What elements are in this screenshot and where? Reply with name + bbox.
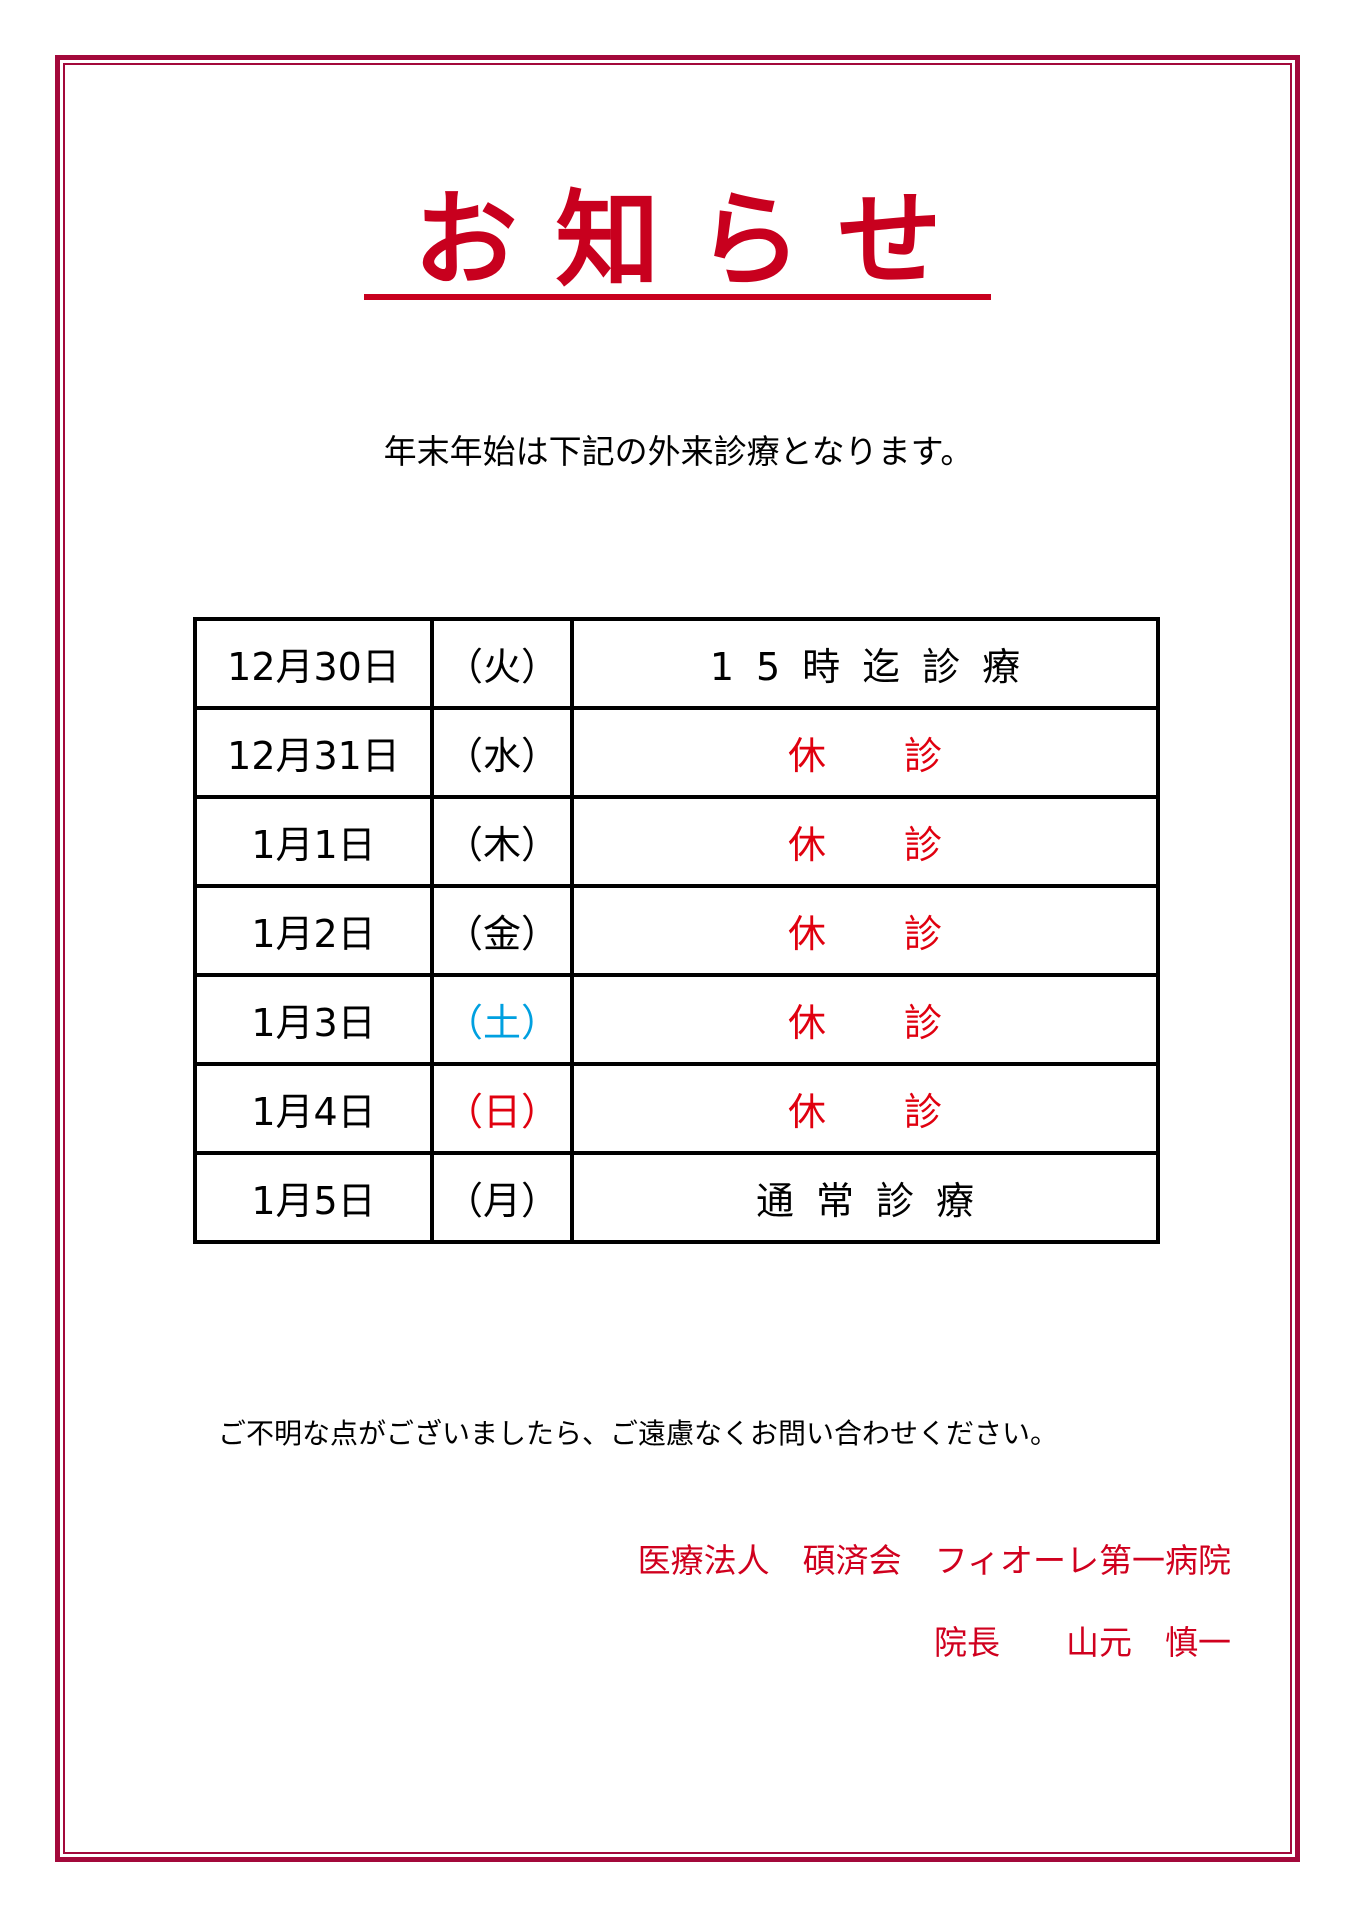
date-cell: 1月3日 (193, 973, 434, 1066)
status-cell: 休診 (570, 884, 1160, 977)
status-cell: 休診 (570, 706, 1160, 799)
date-cell: 1月4日 (193, 1062, 434, 1155)
weekday-cell: （土） (430, 973, 574, 1066)
status-cell: 休診 (570, 795, 1160, 888)
page-border-inner (63, 63, 1292, 1854)
weekday-cell: （日） (430, 1062, 574, 1155)
date-cell: 1月2日 (193, 884, 434, 977)
table-row: 1月5日 （月） 通常診療 (193, 1151, 1160, 1244)
date-cell: 12月30日 (193, 617, 434, 710)
table-row: 12月30日 （火） 15時迄診療 (193, 617, 1160, 710)
status-cell: 15時迄診療 (570, 617, 1160, 710)
notice-subtitle: 年末年始は下記の外来診療となります。 (383, 432, 974, 471)
table-row: 1月3日 （土） 休診 (193, 973, 1160, 1066)
date-cell: 1月1日 (193, 795, 434, 888)
weekday-cell: （水） (430, 706, 574, 799)
organization-name: 医療法人 碩済会 フィオーレ第一病院 (637, 1541, 1231, 1580)
date-cell: 1月5日 (193, 1151, 434, 1244)
closing-message: ご不明な点がございましたら、ご遠慮なくお問い合わせください。 (218, 1417, 1059, 1450)
page-border (55, 55, 1300, 1862)
date-cell: 12月31日 (193, 706, 434, 799)
weekday-cell: （火） (430, 617, 574, 710)
notice-title: お知らせ (413, 179, 980, 301)
weekday-cell: （木） (430, 795, 574, 888)
status-cell: 通常診療 (570, 1151, 1160, 1244)
schedule-table: 12月30日 （火） 15時迄診療 12月31日 （水） 休診 1月1日 （木） 休診 1月2日（… (193, 617, 1160, 1244)
table-row: 1月4日 （日） 休診 (193, 1062, 1160, 1155)
status-cell: 休診 (570, 1062, 1160, 1155)
weekday-cell: （月） (430, 1151, 574, 1244)
table-row: 12月31日 （水） 休診 (193, 706, 1160, 799)
weekday-cell: （金） (430, 884, 574, 977)
table-row: 1月2日 （金） 休診 (193, 884, 1160, 977)
director-name: 院長 山元 慎一 (934, 1623, 1231, 1662)
table-row: 1月1日 （木） 休診 (193, 795, 1160, 888)
status-cell: 休診 (570, 973, 1160, 1066)
title-underline (364, 294, 991, 300)
